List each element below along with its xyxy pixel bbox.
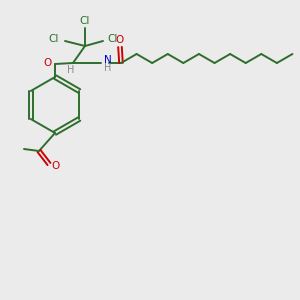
Text: O: O	[52, 161, 60, 171]
Text: H: H	[67, 65, 75, 75]
Text: N: N	[104, 55, 112, 65]
Text: O: O	[44, 58, 52, 68]
Text: Cl: Cl	[49, 34, 59, 44]
Text: H: H	[104, 63, 111, 73]
Text: Cl: Cl	[108, 34, 118, 44]
Text: O: O	[115, 35, 123, 45]
Text: Cl: Cl	[80, 16, 90, 26]
